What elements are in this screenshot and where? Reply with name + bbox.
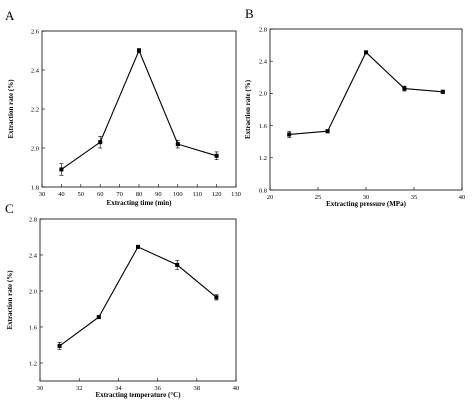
panel-b: B 20 25 30 35 40 0.8 1.2 1.6 2.0 2.4 2.8 Extracting … [244,6,465,208]
x-tick-label: 130 [231,191,241,198]
data-point [364,50,368,55]
x-tick-label: 90 [155,191,162,198]
plot-frame [41,30,237,188]
data-point [214,153,219,158]
x-tick-label: 80 [136,191,143,198]
y-tick-label: 2.4 [31,67,40,74]
series-line [61,49,217,170]
x-tick-label: 34 [115,385,122,392]
y-tick-label: 1.6 [259,123,268,130]
data-point [175,142,180,147]
data-point [440,89,445,94]
y-tick-label: 2.0 [31,145,39,152]
panel-letter: C [5,201,14,216]
x-tick-label: 20 [267,194,274,201]
x-tick-label: 38 [194,385,201,392]
x-tick-label: 70 [116,191,123,198]
x-tick-label: 40 [58,191,65,198]
x-tick-label: 36 [154,385,161,392]
data-point [137,48,141,53]
data-point [96,315,101,320]
y-tick-label: 1.2 [29,360,37,367]
x-tick-label: 30 [363,194,370,201]
x-tick-label: 25 [315,194,322,201]
series-line [59,246,217,347]
data-point [402,86,407,91]
y-tick-label: 2.0 [259,91,267,98]
x-tick-label: 40 [233,385,240,392]
data-point [325,129,330,134]
x-tick-label: 120 [212,191,222,198]
y-tick-label: 1.8 [31,184,39,191]
y-axis-label: Extraction rate (%) [244,79,252,139]
data-point [98,140,103,145]
y-tick-label: 2.2 [31,106,39,113]
data-point [59,167,64,172]
data-point [136,244,140,249]
series-line [289,51,443,135]
y-tick-label: 2.4 [29,252,38,259]
x-tick-label: 30 [37,385,44,392]
x-tick-label: 40 [459,194,466,201]
y-axis-label: Extraction rate (%) [7,79,15,139]
x-tick-label: 50 [78,191,85,198]
data-point [57,343,62,348]
x-axis-label: Extracting temperature (°C) [95,391,181,399]
panel-letter: A [5,8,15,23]
y-tick-label: 2.4 [259,59,268,66]
data-point [175,262,180,267]
y-tick-label: 2.8 [29,216,37,223]
y-tick-label: 2.0 [29,288,37,295]
panel-letter: B [245,6,254,21]
panel-c: C 30 32 34 36 38 40 1.2 1.6 2.0 2.4 2.8 Extracting t… [5,201,239,399]
panel-a: A 30 40 50 60 70 80 90 100 110 120 130 1.8 2.0 2.2 2.4 2… [5,8,241,207]
x-axis-label: Extracting pressure (MPa) [326,200,407,208]
y-tick-label: 0.8 [259,187,267,194]
x-tick-label: 32 [76,385,83,392]
data-point [287,132,292,137]
x-tick-label: 100 [173,191,183,198]
x-tick-label: 60 [97,191,104,198]
plot-frame [39,218,237,382]
x-tick-label: 35 [411,194,418,201]
y-axis-label: Extraction rate (%) [6,270,14,330]
y-tick-label: 1.2 [259,155,267,162]
y-tick-label: 2.8 [259,26,267,33]
x-tick-label: 110 [192,191,202,198]
x-tick-label: 30 [39,191,46,198]
y-tick-label: 2.6 [31,28,40,35]
y-tick-label: 1.6 [29,324,38,331]
data-point [214,295,219,300]
x-axis-label: Extracting time (min) [107,199,173,207]
